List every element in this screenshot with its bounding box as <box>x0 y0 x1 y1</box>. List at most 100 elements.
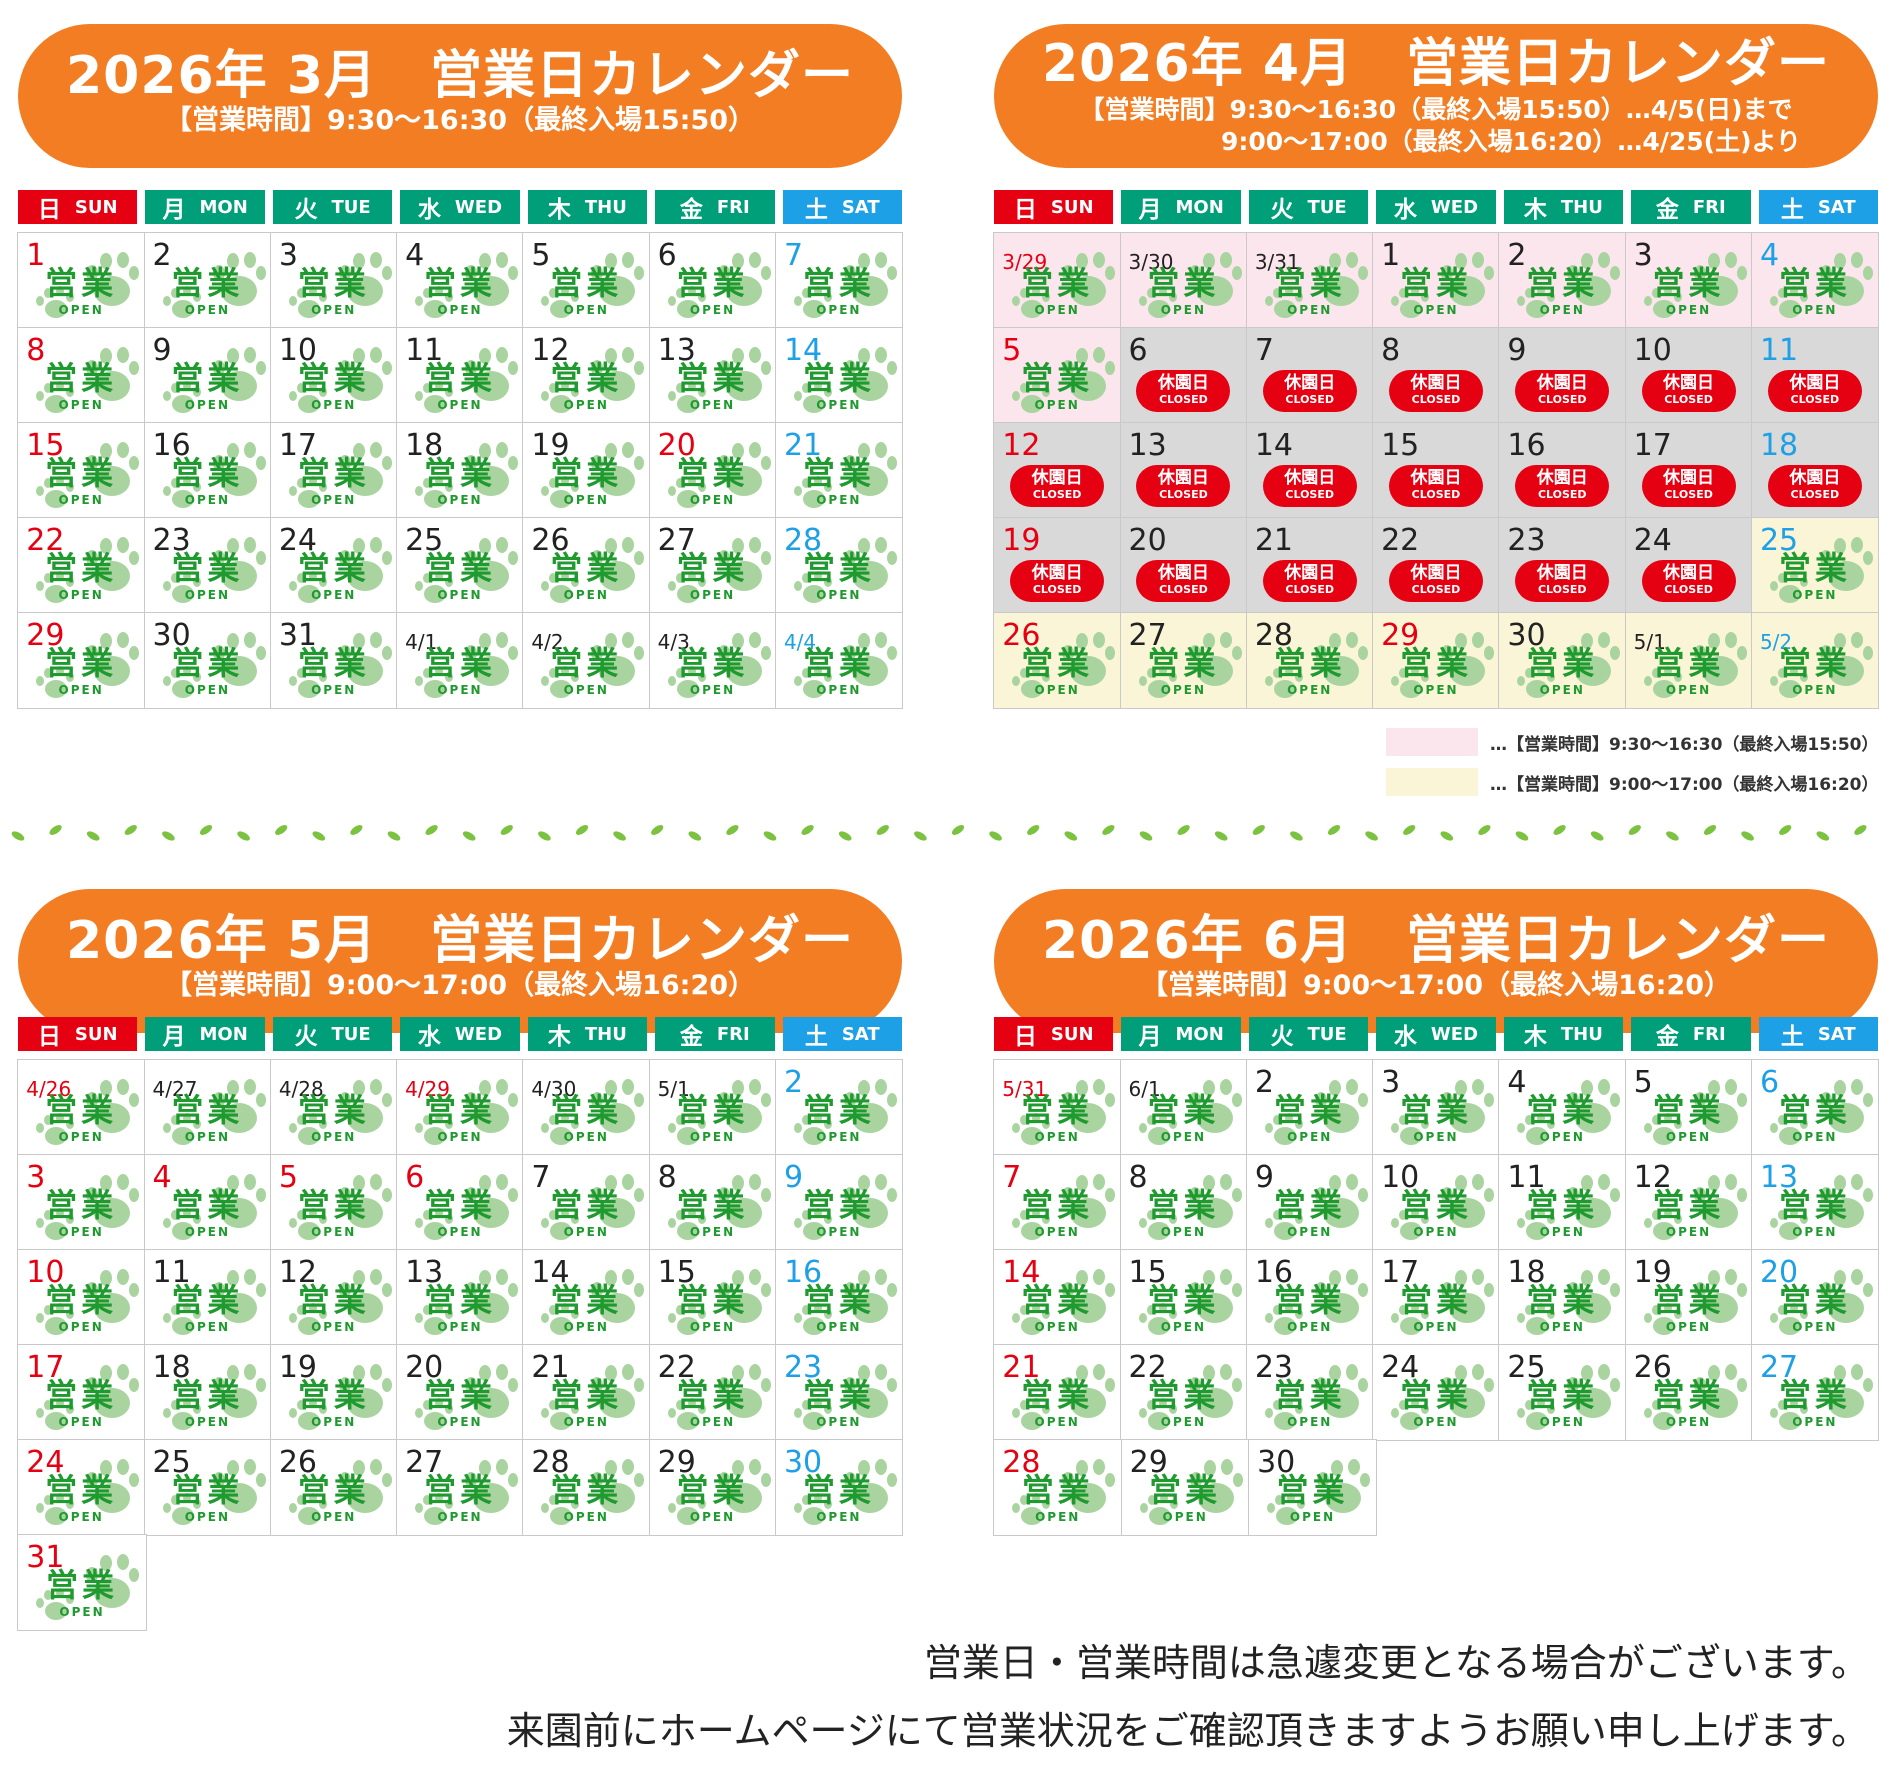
open-label-en: OPEN <box>184 1225 231 1239</box>
weekday-en: FRI <box>1692 1023 1726 1045</box>
day-number: 8 <box>657 1160 677 1195</box>
leaf-icon <box>1779 825 1792 835</box>
day-number: 4/29 <box>405 1077 451 1101</box>
open-label: 営業 <box>1399 264 1472 302</box>
open-label: 営業 <box>1273 1186 1346 1224</box>
closed-label-en: CLOSED <box>1537 583 1587 596</box>
weekday-mon: 月 MON <box>1121 190 1241 224</box>
leaf-icon <box>1064 831 1078 841</box>
open-label: 営業 <box>802 1376 875 1414</box>
closed-label-en: CLOSED <box>1537 488 1587 501</box>
day-cell: 9 営業 OPEN <box>1245 1154 1374 1251</box>
weekday-en: WED <box>1430 1023 1479 1045</box>
leaf-icon <box>1553 825 1566 835</box>
day-number: 11 <box>1507 1160 1546 1195</box>
open-label: 営業 <box>1778 549 1851 587</box>
day-number: 24 <box>1381 1350 1420 1385</box>
leaf-icon <box>462 831 476 841</box>
day-number: 22 <box>1381 523 1420 558</box>
empty-cell <box>1752 1439 1879 1536</box>
open-label: 営業 <box>802 264 875 302</box>
day-number: 21 <box>1254 523 1293 558</box>
open-label-en: OPEN <box>437 1225 483 1239</box>
open-label: 営業 <box>1147 1376 1220 1414</box>
open-label: 営業 <box>171 549 244 587</box>
day-number: 17 <box>1633 428 1672 463</box>
open-label: 営業 <box>171 1091 244 1129</box>
paw-print-icon <box>1264 1174 1368 1240</box>
open-label: 営業 <box>1147 1186 1220 1224</box>
open-label-en: OPEN <box>563 1320 609 1334</box>
open-label: 営業 <box>802 549 875 587</box>
day-number: 5/1 <box>657 1077 690 1101</box>
day-cell: 1 営業 OPEN <box>1372 232 1500 329</box>
closed-label: 休園日 <box>1157 468 1209 488</box>
day-number: 9 <box>1254 1160 1274 1195</box>
paw-print-icon <box>162 1079 266 1145</box>
calendar-week: 17 営業 OPEN 18 営業 OPEN 19 営業 OPEN 20 営業 OPEN 21 営業 OPEN… <box>17 1344 903 1441</box>
empty-cell <box>649 1534 777 1631</box>
paw-print-icon <box>36 347 140 413</box>
day-cell: 7 営業 OPEN <box>522 1154 651 1251</box>
day-number: 9 <box>152 333 172 368</box>
day-number: 11 <box>405 333 444 368</box>
day-cell: 29 営業 OPEN <box>17 612 146 709</box>
open-label-en: OPEN <box>1539 1130 1585 1144</box>
open-label-en: OPEN <box>1413 303 1459 317</box>
day-cell: 13 休園日 CLOSED <box>1119 422 1248 519</box>
open-label-en: OPEN <box>311 398 357 412</box>
paw-print-icon <box>1012 1364 1116 1430</box>
day-cell: 22 営業 OPEN <box>17 517 146 614</box>
open-label-en: OPEN <box>1539 1320 1585 1334</box>
weekday-thu: 木 THU <box>1503 190 1624 224</box>
closed-label: 休園日 <box>1536 468 1588 488</box>
open-label: 営業 <box>423 1376 496 1414</box>
leaf-icon <box>838 831 852 841</box>
paw-print-icon <box>36 1174 140 1240</box>
notice-line-2: 来園前にホームページにて営業状況をご確認頂きますようお願い申し上げます。 <box>506 1709 1869 1753</box>
open-label-en: OPEN <box>689 398 736 412</box>
open-label-en: OPEN <box>1539 1225 1585 1239</box>
open-label: 営業 <box>550 1186 623 1224</box>
day-cell: 4 営業 OPEN <box>143 1154 272 1251</box>
day-number: 4/28 <box>278 1077 324 1101</box>
open-label: 営業 <box>297 1186 370 1224</box>
closed-label-en: CLOSED <box>1285 393 1334 406</box>
day-number: 30 <box>783 1445 823 1480</box>
day-number: 6 <box>405 1160 425 1195</box>
open-label-en: OPEN <box>1289 1510 1336 1524</box>
closed-label-en: CLOSED <box>1159 488 1208 501</box>
paw-print-icon <box>415 252 519 318</box>
empty-cell <box>145 1534 273 1631</box>
paw-print-icon <box>1769 1174 1873 1240</box>
day-cell: 3 営業 OPEN <box>269 232 398 329</box>
day-number: 20 <box>405 1350 444 1385</box>
open-label-en: OPEN <box>563 398 609 412</box>
leaf-icon <box>1027 825 1040 835</box>
paw-print-icon <box>415 1079 519 1145</box>
weekday-en: THU <box>584 196 627 218</box>
closed-label: 休園日 <box>1157 563 1209 583</box>
day-number: 24 <box>26 1445 65 1480</box>
day-cell: 9 営業 OPEN <box>774 1154 903 1251</box>
paw-print-icon <box>1138 1269 1242 1335</box>
open-label-en: OPEN <box>689 1415 736 1429</box>
paw-print-icon <box>1517 1364 1621 1430</box>
day-cell: 29 営業 OPEN <box>1120 1439 1250 1536</box>
open-label-en: OPEN <box>816 1510 862 1524</box>
open-label-en: OPEN <box>816 1320 862 1334</box>
day-cell: 25 営業 OPEN <box>396 517 524 614</box>
paw-print-icon <box>1264 632 1368 698</box>
closed-badge: 休園日 CLOSED <box>1136 465 1231 507</box>
day-number: 19 <box>1002 523 1041 558</box>
weekday-jp: 火 <box>294 1024 318 1050</box>
paw-print-icon <box>1769 1364 1873 1430</box>
paw-print-icon <box>162 1269 266 1335</box>
day-number: 11 <box>1759 333 1799 368</box>
weekday-thu: 木 THU <box>1503 1017 1624 1051</box>
day-cell: 10 休園日 CLOSED <box>1624 327 1753 424</box>
closed-badge: 休園日 CLOSED <box>1136 560 1231 602</box>
open-label: 営業 <box>1652 1186 1725 1224</box>
leaf-icon <box>688 831 702 841</box>
open-label: 営業 <box>1652 1091 1725 1129</box>
